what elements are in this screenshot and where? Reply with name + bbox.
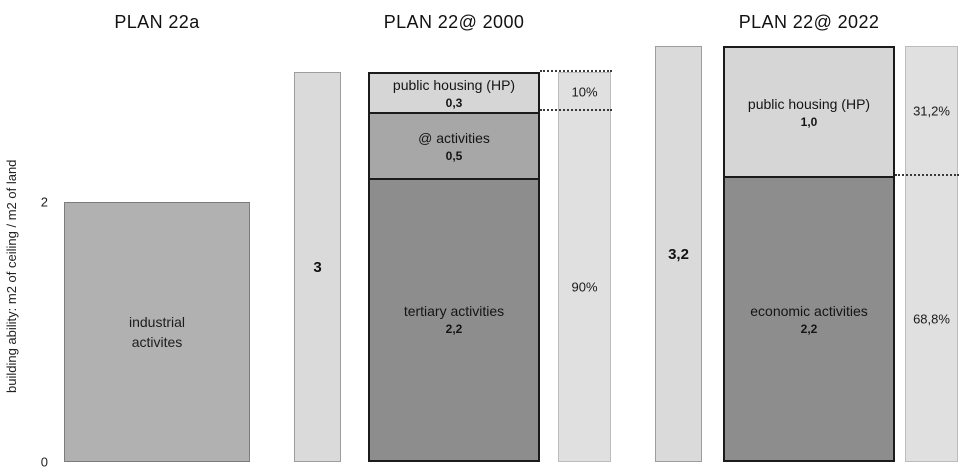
segment-public-housing-2000: public housing (HP) 0,3 xyxy=(370,74,538,113)
percent-label-68-8: 68,8% xyxy=(913,311,950,327)
dotted-divider-line xyxy=(540,109,612,111)
segment-tertiary-activities-2000: tertiary activities 2,2 xyxy=(370,177,538,461)
y-tick-0: 0 xyxy=(40,454,48,470)
plan-2022-stacked-bar: public housing (HP) 1,0 economic activit… xyxy=(723,46,895,462)
segment-economic-activities-2022: economic activities 2,2 xyxy=(725,176,893,460)
segment-value: 0,5 xyxy=(445,148,463,163)
plan-2000-total-bar: 3 xyxy=(294,72,341,462)
plan-2000-title: PLAN 22@ 2000 xyxy=(383,12,525,32)
percent-label-10: 10% xyxy=(571,84,598,99)
segment-public-housing-2022: public housing (HP) 1,0 xyxy=(725,48,893,177)
segment-label: public housing (HP) xyxy=(747,95,871,112)
percent-label-31-2: 31,2% xyxy=(913,103,950,119)
segment-value: 0,3 xyxy=(445,95,463,110)
y-tick-2: 2 xyxy=(40,194,48,210)
dotted-divider-line xyxy=(895,174,959,176)
industrial-bar-label: industrial activites xyxy=(128,313,186,350)
segment-label: economic activities xyxy=(750,302,868,319)
dotted-divider-line xyxy=(540,70,612,72)
segment-value: 2,2 xyxy=(800,321,818,336)
y-axis-label: building ability: m2 of ceiling / m2 of … xyxy=(4,159,19,393)
plan-2000-stacked-bar: public housing (HP) 0,3 @ activities 0,5… xyxy=(368,72,540,462)
percent-label-90: 90% xyxy=(571,279,598,294)
plan-2022-percent-column xyxy=(905,46,958,462)
segment-label: tertiary activities xyxy=(403,303,505,320)
plan-22a-title: PLAN 22a xyxy=(114,12,200,32)
segment-value: 2,2 xyxy=(445,322,463,337)
segment-label: @ activities xyxy=(418,129,490,146)
plan-2022-total-bar: 3,2 xyxy=(655,46,702,462)
segment-label: public housing (HP) xyxy=(392,76,516,93)
segment-at-activities-2000: @ activities 0,5 xyxy=(370,112,538,178)
industrial-activities-bar: industrial activites xyxy=(64,202,250,462)
plan-2022-total-value: 3,2 xyxy=(668,245,689,263)
plan-2022-title: PLAN 22@ 2022 xyxy=(738,12,880,32)
plan-2000-percent-column xyxy=(558,72,611,462)
segment-value: 1,0 xyxy=(800,114,818,129)
plan-2000-total-value: 3 xyxy=(313,258,322,276)
